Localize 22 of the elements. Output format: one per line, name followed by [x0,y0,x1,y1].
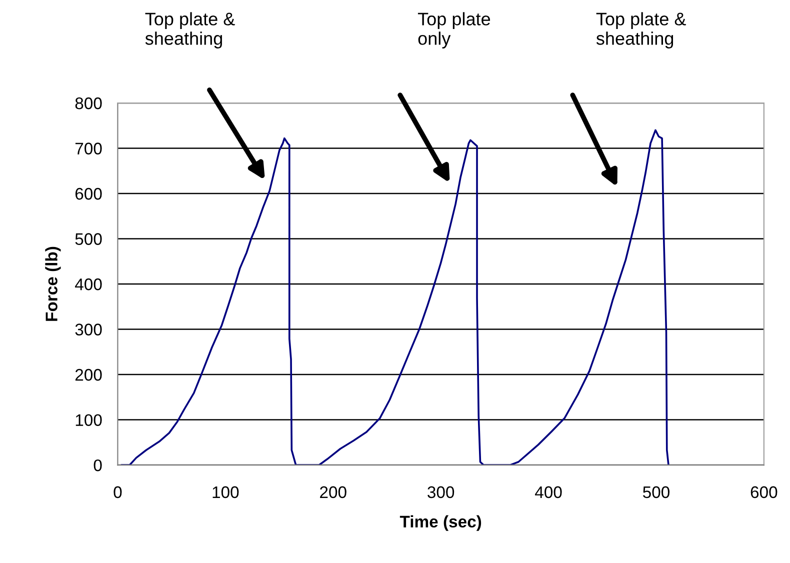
text: Top plate & sheathing [596,12,686,48]
y-tick-label: 600 [75,188,102,200]
y-tick-label: 700 [75,142,102,154]
y-tick-label: 300 [75,324,102,336]
x-tick-label: 400 [535,486,562,498]
text: Top plate & sheathing [145,12,235,48]
x-tick-label: 100 [212,486,239,498]
x-tick-label: 600 [750,486,778,498]
y-tick-label: 100 [76,414,102,426]
text: Top plate only [418,12,490,48]
x-tick-label: 200 [320,486,346,498]
line-series [120,129,670,466]
x-tick-label: 500 [642,486,670,498]
y-tick-label: 800 [75,97,102,110]
y-tick-label: 0 [94,459,102,472]
x-tick-label: 0 [114,486,122,498]
y-tick-label: 500 [75,233,102,245]
x-tick-label: 300 [428,486,454,498]
y-tick-label: 400 [75,278,102,290]
y-axis-title: Force (lb) [45,246,61,321]
y-tick-label: 200 [75,368,102,381]
x-axis-title: Time (sec) [400,515,482,531]
